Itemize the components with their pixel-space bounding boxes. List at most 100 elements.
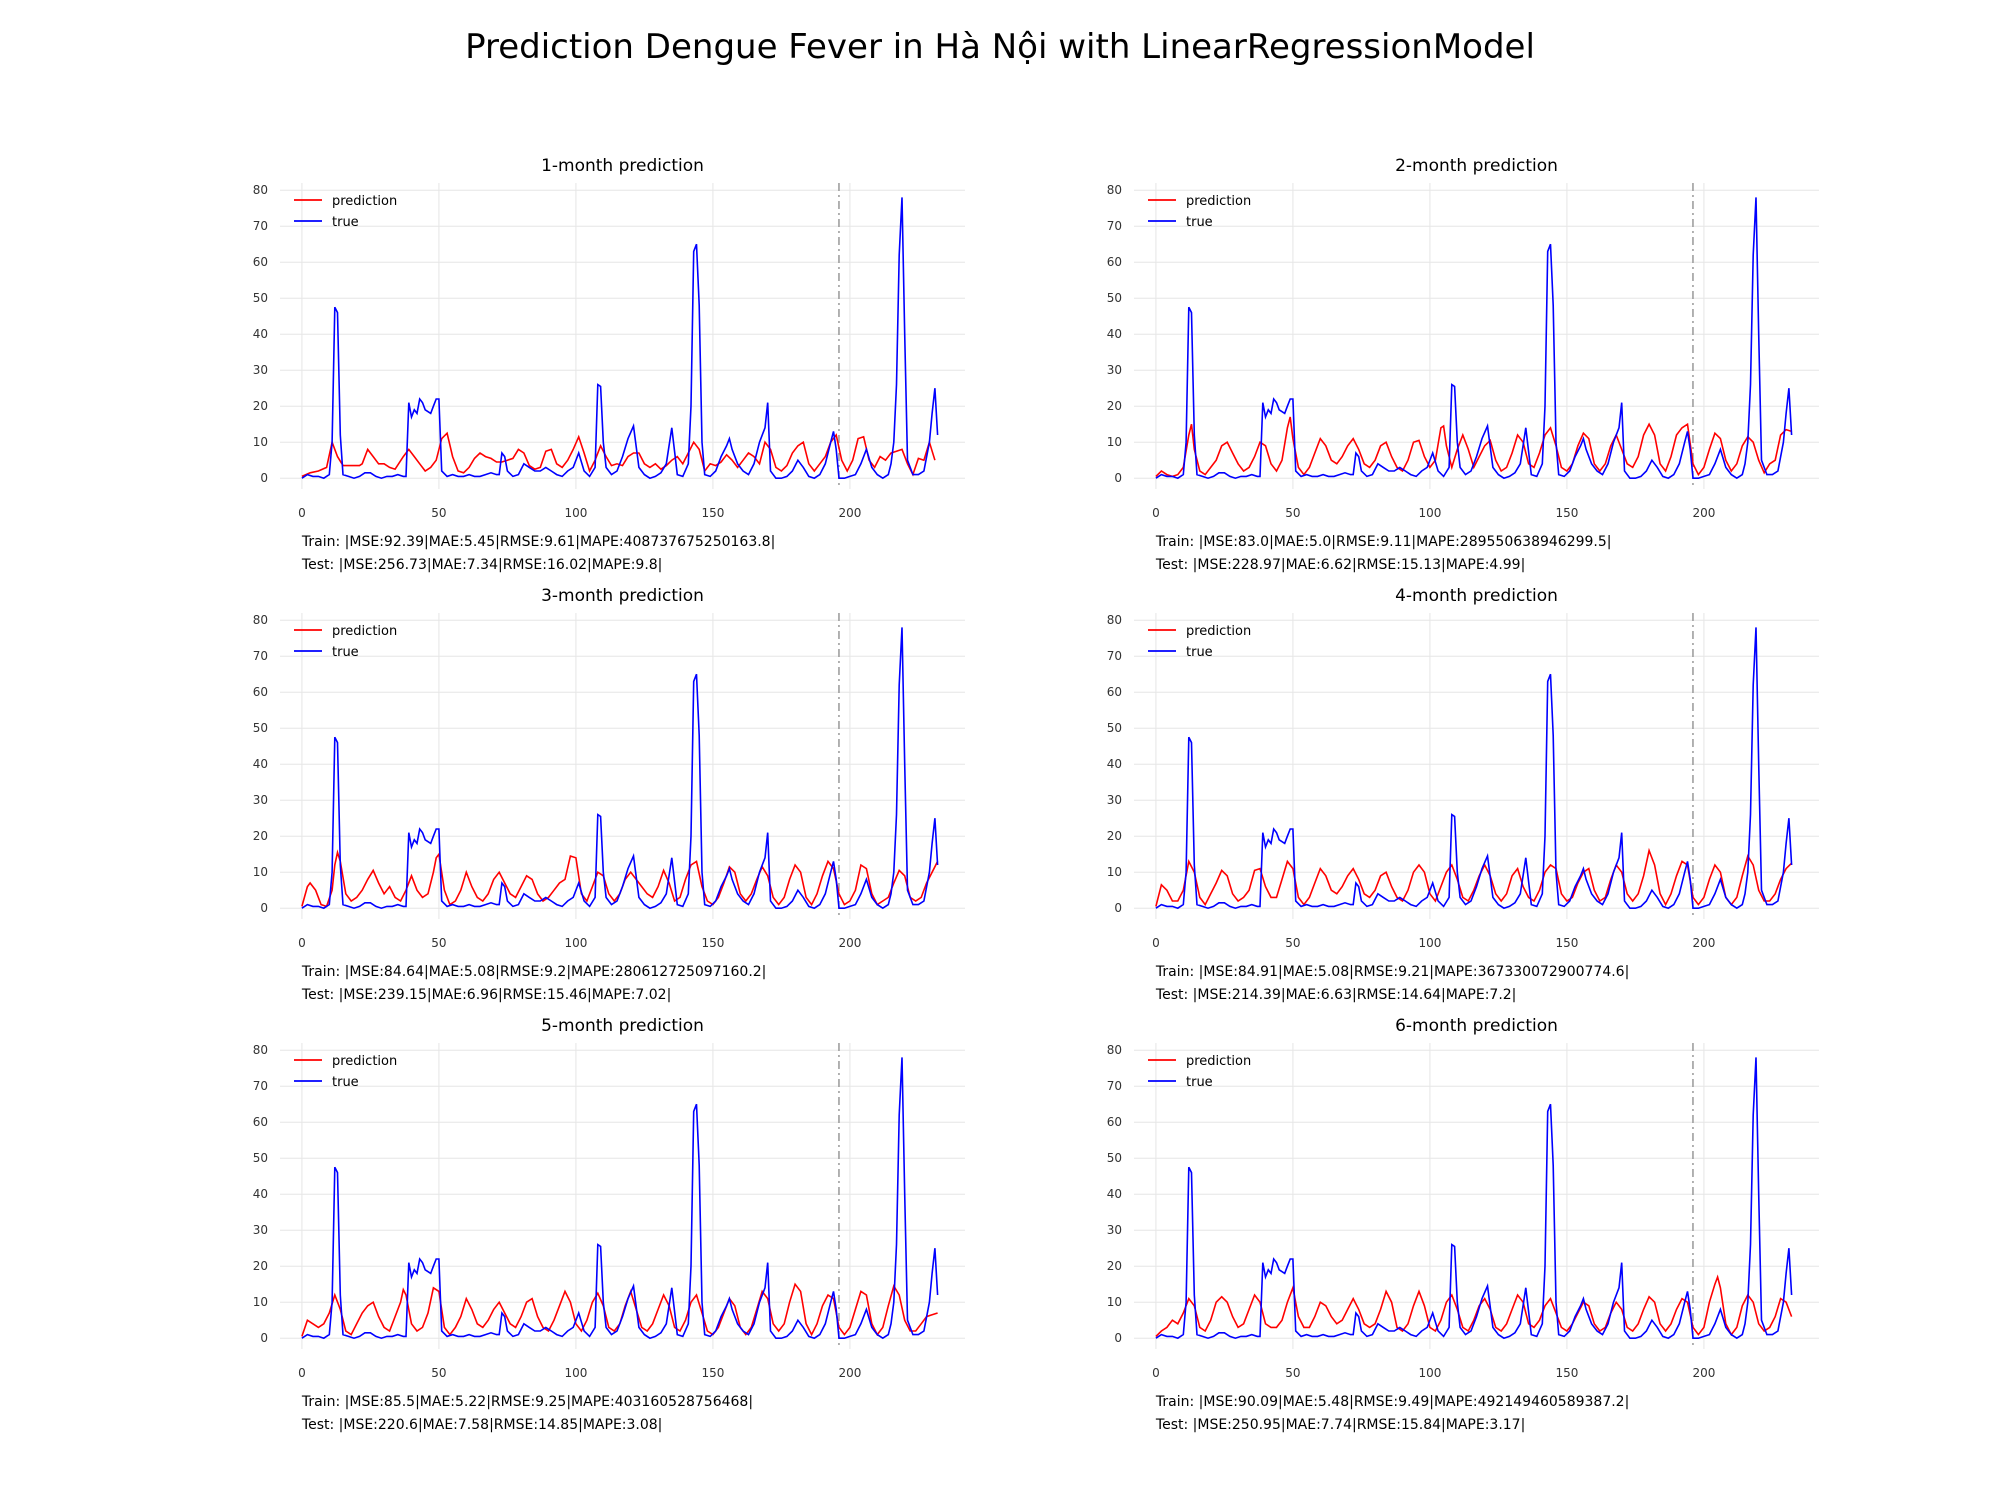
- y-tick-label: 10: [1107, 435, 1122, 449]
- y-tick-label: 40: [253, 1187, 268, 1201]
- x-tick-label: 100: [564, 506, 587, 520]
- y-tick-label: 70: [1107, 649, 1122, 663]
- y-tick-label: 80: [1107, 183, 1122, 197]
- y-tick-label: 70: [253, 219, 268, 233]
- y-tick-label: 60: [253, 1115, 268, 1129]
- y-tick-label: 20: [253, 399, 268, 413]
- train-metrics: Train: |MSE:85.5|MAE:5.22|RMSE:9.25|MAPE…: [301, 1394, 753, 1410]
- y-tick-label: 50: [1107, 291, 1122, 305]
- x-tick-label: 0: [298, 936, 306, 950]
- figure-title: Prediction Dengue Fever in Hà Nội with L…: [465, 27, 1535, 67]
- train-metrics: Train: |MSE:90.09|MAE:5.48|RMSE:9.49|MAP…: [1155, 1394, 1629, 1410]
- x-tick-label: 50: [1285, 1366, 1300, 1380]
- y-tick-label: 40: [253, 327, 268, 341]
- y-tick-label: 0: [1114, 1331, 1122, 1345]
- test-metrics: Test: |MSE:228.97|MAE:6.62|RMSE:15.13|MA…: [1155, 557, 1525, 573]
- y-tick-label: 70: [1107, 1079, 1122, 1093]
- x-tick-label: 150: [1555, 506, 1578, 520]
- x-tick-label: 50: [1285, 936, 1300, 950]
- series-line-true: [1155, 1057, 1793, 1340]
- subplot-title: 6-month prediction: [1395, 1016, 1558, 1036]
- x-tick-label: 150: [701, 506, 724, 520]
- x-tick-label: 150: [1555, 1366, 1578, 1380]
- subplot-5: 0 50 100 150 200 0 10 20 30 40 50 60 70 80 5-month pre…: [253, 1016, 965, 1433]
- y-tick-label: 80: [1107, 613, 1122, 627]
- x-tick-label: 200: [1692, 1366, 1715, 1380]
- x-tick-label: 0: [298, 1366, 306, 1380]
- x-tick-label: 200: [1692, 506, 1715, 520]
- y-tick-label: 10: [253, 865, 268, 879]
- subplot-title: 2-month prediction: [1395, 156, 1558, 176]
- x-tick-label: 50: [1285, 506, 1300, 520]
- y-tick-label: 70: [253, 1079, 268, 1093]
- x-tick-label: 50: [431, 1366, 446, 1380]
- test-metrics: Test: |MSE:220.6|MAE:7.58|RMSE:14.85|MAP…: [301, 1417, 663, 1433]
- legend-label-prediction: prediction: [332, 624, 397, 639]
- y-tick-label: 80: [253, 613, 268, 627]
- y-tick-label: 20: [253, 829, 268, 843]
- y-tick-label: 10: [1107, 1295, 1122, 1309]
- legend-label-prediction: prediction: [1186, 194, 1251, 209]
- y-tick-label: 50: [1107, 721, 1122, 735]
- series-line-prediction: [1155, 1274, 1793, 1337]
- y-tick-label: 20: [1107, 829, 1122, 843]
- x-tick-label: 50: [431, 936, 446, 950]
- subplot-title: 4-month prediction: [1395, 586, 1558, 606]
- legend-label-true: true: [1186, 645, 1213, 660]
- x-tick-label: 200: [838, 1366, 861, 1380]
- x-tick-label: 100: [564, 1366, 587, 1380]
- y-tick-label: 0: [260, 471, 268, 485]
- y-tick-label: 50: [253, 721, 268, 735]
- series-line-prediction: [301, 431, 936, 478]
- legend-label-true: true: [1186, 1075, 1213, 1090]
- legend-label-prediction: prediction: [1186, 624, 1251, 639]
- y-tick-label: 60: [1107, 255, 1122, 269]
- x-tick-label: 0: [298, 506, 306, 520]
- x-tick-label: 150: [701, 1366, 724, 1380]
- legend-label-prediction: prediction: [332, 1054, 397, 1069]
- train-metrics: Train: |MSE:83.0|MAE:5.0|RMSE:9.11|MAPE:…: [1155, 534, 1612, 550]
- x-tick-label: 200: [838, 506, 861, 520]
- y-tick-label: 70: [1107, 219, 1122, 233]
- legend-label-true: true: [332, 645, 359, 660]
- y-tick-label: 60: [1107, 1115, 1122, 1129]
- test-metrics: Test: |MSE:256.73|MAE:7.34|RMSE:16.02|MA…: [301, 557, 663, 573]
- subplot-4: 0 50 100 150 200 0 10 20 30 40 50 60 70 80 4-month pre…: [1107, 586, 1819, 1003]
- y-tick-label: 80: [1107, 1043, 1122, 1057]
- y-tick-label: 0: [1114, 471, 1122, 485]
- y-tick-label: 20: [1107, 1259, 1122, 1273]
- y-tick-label: 10: [253, 435, 268, 449]
- y-tick-label: 30: [253, 363, 268, 377]
- subplot-6: 0 50 100 150 200 0 10 20 30 40 50 60 70 80 6-month pre…: [1107, 1016, 1819, 1433]
- y-tick-label: 10: [253, 1295, 268, 1309]
- series-line-prediction: [1155, 416, 1792, 478]
- y-tick-label: 60: [253, 255, 268, 269]
- x-tick-label: 200: [1692, 936, 1715, 950]
- y-tick-label: 0: [1114, 901, 1122, 915]
- x-tick-label: 150: [701, 936, 724, 950]
- series-line-prediction: [301, 849, 939, 908]
- y-tick-label: 80: [253, 1043, 268, 1057]
- y-tick-label: 40: [1107, 327, 1122, 341]
- x-tick-label: 0: [1152, 506, 1160, 520]
- y-tick-label: 40: [1107, 1187, 1122, 1201]
- test-metrics: Test: |MSE:214.39|MAE:6.63|RMSE:14.64|MA…: [1155, 987, 1517, 1003]
- y-tick-label: 40: [1107, 757, 1122, 771]
- y-tick-label: 30: [253, 793, 268, 807]
- series-line-prediction: [1155, 847, 1793, 907]
- x-tick-label: 200: [838, 936, 861, 950]
- legend-label-prediction: prediction: [332, 194, 397, 209]
- y-tick-label: 40: [253, 757, 268, 771]
- y-tick-label: 50: [1107, 1151, 1122, 1165]
- y-tick-label: 30: [253, 1223, 268, 1237]
- x-tick-label: 100: [1418, 1366, 1441, 1380]
- series-line-prediction: [301, 1282, 938, 1337]
- y-tick-label: 0: [260, 901, 268, 915]
- y-tick-label: 80: [253, 183, 268, 197]
- legend-label-true: true: [1186, 215, 1213, 230]
- series-line-true: [301, 1057, 939, 1340]
- series-line-true: [1155, 197, 1793, 480]
- x-tick-label: 150: [1555, 936, 1578, 950]
